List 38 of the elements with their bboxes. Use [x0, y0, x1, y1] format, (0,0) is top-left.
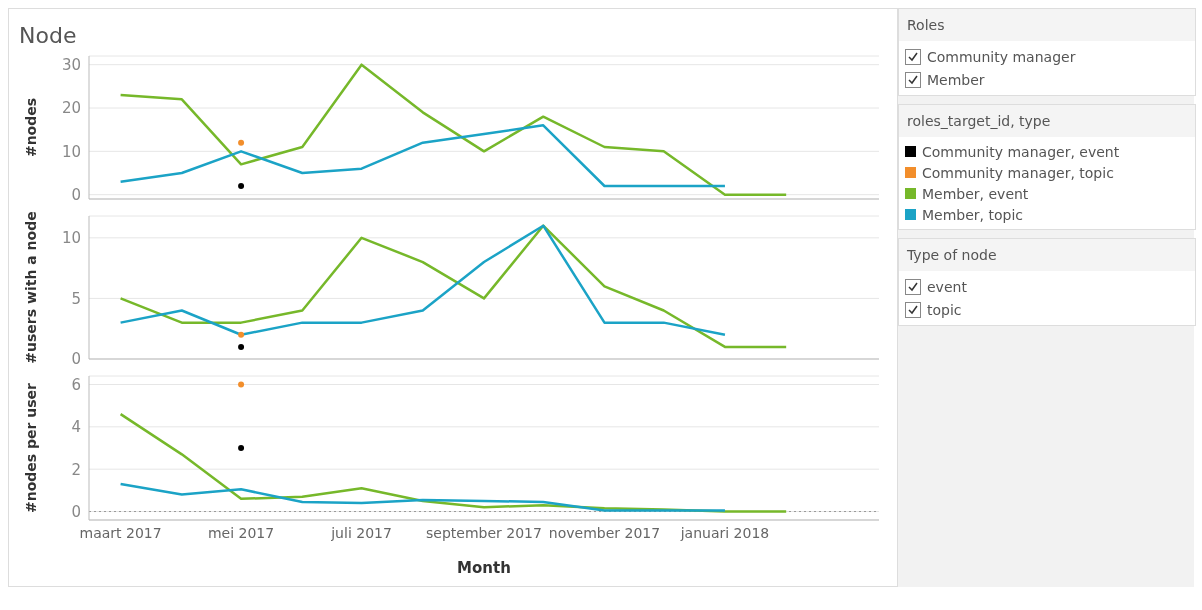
x-tick-label: november 2017 [548, 524, 661, 541]
text: Roles [899, 9, 1195, 41]
y-tick-label: 2 [71, 460, 81, 479]
line-series [119, 482, 727, 512]
x-tick-label: juli 2017 [330, 524, 392, 541]
y-tick-label: 20 [61, 99, 81, 118]
chart-title: Node [18, 22, 78, 48]
y-tick-label: 5 [71, 289, 81, 308]
legend-title: roles_target_id, type [899, 105, 1195, 137]
y-tick-label: 6 [71, 375, 81, 394]
y-tick-label: 4 [71, 418, 81, 437]
x-axis-title: Month [457, 559, 511, 577]
line-series [119, 124, 727, 188]
y-tick-label: 0 [71, 350, 81, 369]
legend-label: Community manager, event [922, 143, 1120, 160]
legend-label: Member, topic [922, 206, 1024, 223]
x-tick-label: januari 2018 [679, 524, 770, 541]
text: Type of node [899, 239, 1195, 271]
y-tick-label: 30 [61, 55, 81, 74]
y-tick-label: 0 [71, 185, 81, 204]
line-series [119, 224, 727, 337]
text: topic [927, 301, 962, 318]
y-axis-title: #nodes [22, 97, 39, 158]
y-axis-title: #nodes per user [22, 382, 39, 514]
text: Member [927, 71, 985, 88]
text: Community manager [927, 48, 1076, 65]
line-series [119, 224, 788, 349]
y-tick-label: 10 [61, 229, 81, 248]
x-tick-label: mei 2017 [207, 524, 275, 541]
y-tick-label: 0 [71, 502, 81, 521]
x-tick-label: september 2017 [426, 524, 542, 541]
line-series [119, 63, 788, 196]
x-tick-label: maart 2017 [79, 524, 162, 541]
y-axis-title: #users with a node [22, 211, 39, 364]
y-tick-label: 10 [61, 142, 81, 161]
text: event [927, 278, 967, 295]
legend-label: Member, event [922, 185, 1029, 202]
legend-label: Community manager, topic [922, 164, 1114, 181]
